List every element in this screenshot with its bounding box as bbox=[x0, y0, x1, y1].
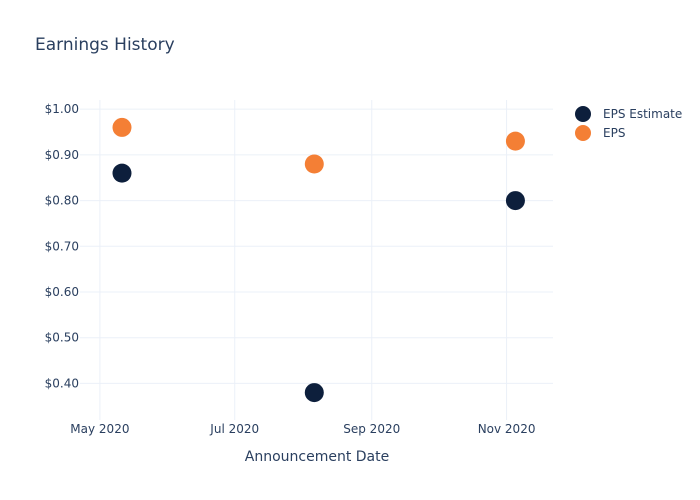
x-axis-title: Announcement Date bbox=[245, 449, 389, 465]
eps-estimate-point[interactable] bbox=[505, 191, 525, 211]
y-axis-ticks: $0.40 $0.50 $0.60 $0.70 $0.80 $0.90 $1.00 bbox=[45, 102, 79, 390]
legend[interactable]: EPS Estimate EPS bbox=[575, 106, 682, 141]
x-tick-label: May 2020 bbox=[70, 422, 129, 436]
eps-estimate-point[interactable] bbox=[304, 383, 324, 403]
x-tick-label: Jul 2020 bbox=[209, 422, 259, 436]
y-tick-label: $0.60 bbox=[45, 285, 79, 299]
x-tick-label: Nov 2020 bbox=[478, 422, 536, 436]
legend-marker bbox=[575, 106, 591, 122]
legend-item-eps[interactable]: EPS bbox=[575, 125, 625, 141]
x-tick-label: Sep 2020 bbox=[343, 422, 400, 436]
eps-estimate-point[interactable] bbox=[112, 163, 132, 183]
y-tick-label: $0.90 bbox=[45, 148, 79, 162]
legend-marker bbox=[575, 125, 591, 141]
eps-point[interactable] bbox=[112, 117, 132, 137]
data-points bbox=[112, 117, 525, 403]
y-tick-label: $0.70 bbox=[45, 239, 79, 253]
y-tick-label: $0.40 bbox=[45, 376, 79, 390]
eps-point[interactable] bbox=[304, 154, 324, 174]
legend-item-eps-estimate[interactable]: EPS Estimate bbox=[575, 106, 682, 122]
y-tick-label: $0.80 bbox=[45, 194, 79, 208]
eps-point[interactable] bbox=[505, 131, 525, 151]
grid bbox=[80, 100, 553, 420]
legend-label: EPS Estimate bbox=[603, 107, 682, 121]
legend-label: EPS bbox=[603, 126, 625, 140]
y-tick-label: $1.00 bbox=[45, 102, 79, 116]
x-axis-ticks: May 2020 Jul 2020 Sep 2020 Nov 2020 bbox=[70, 422, 535, 436]
y-tick-label: $0.50 bbox=[45, 331, 79, 345]
chart-title: Earnings History bbox=[35, 35, 175, 55]
